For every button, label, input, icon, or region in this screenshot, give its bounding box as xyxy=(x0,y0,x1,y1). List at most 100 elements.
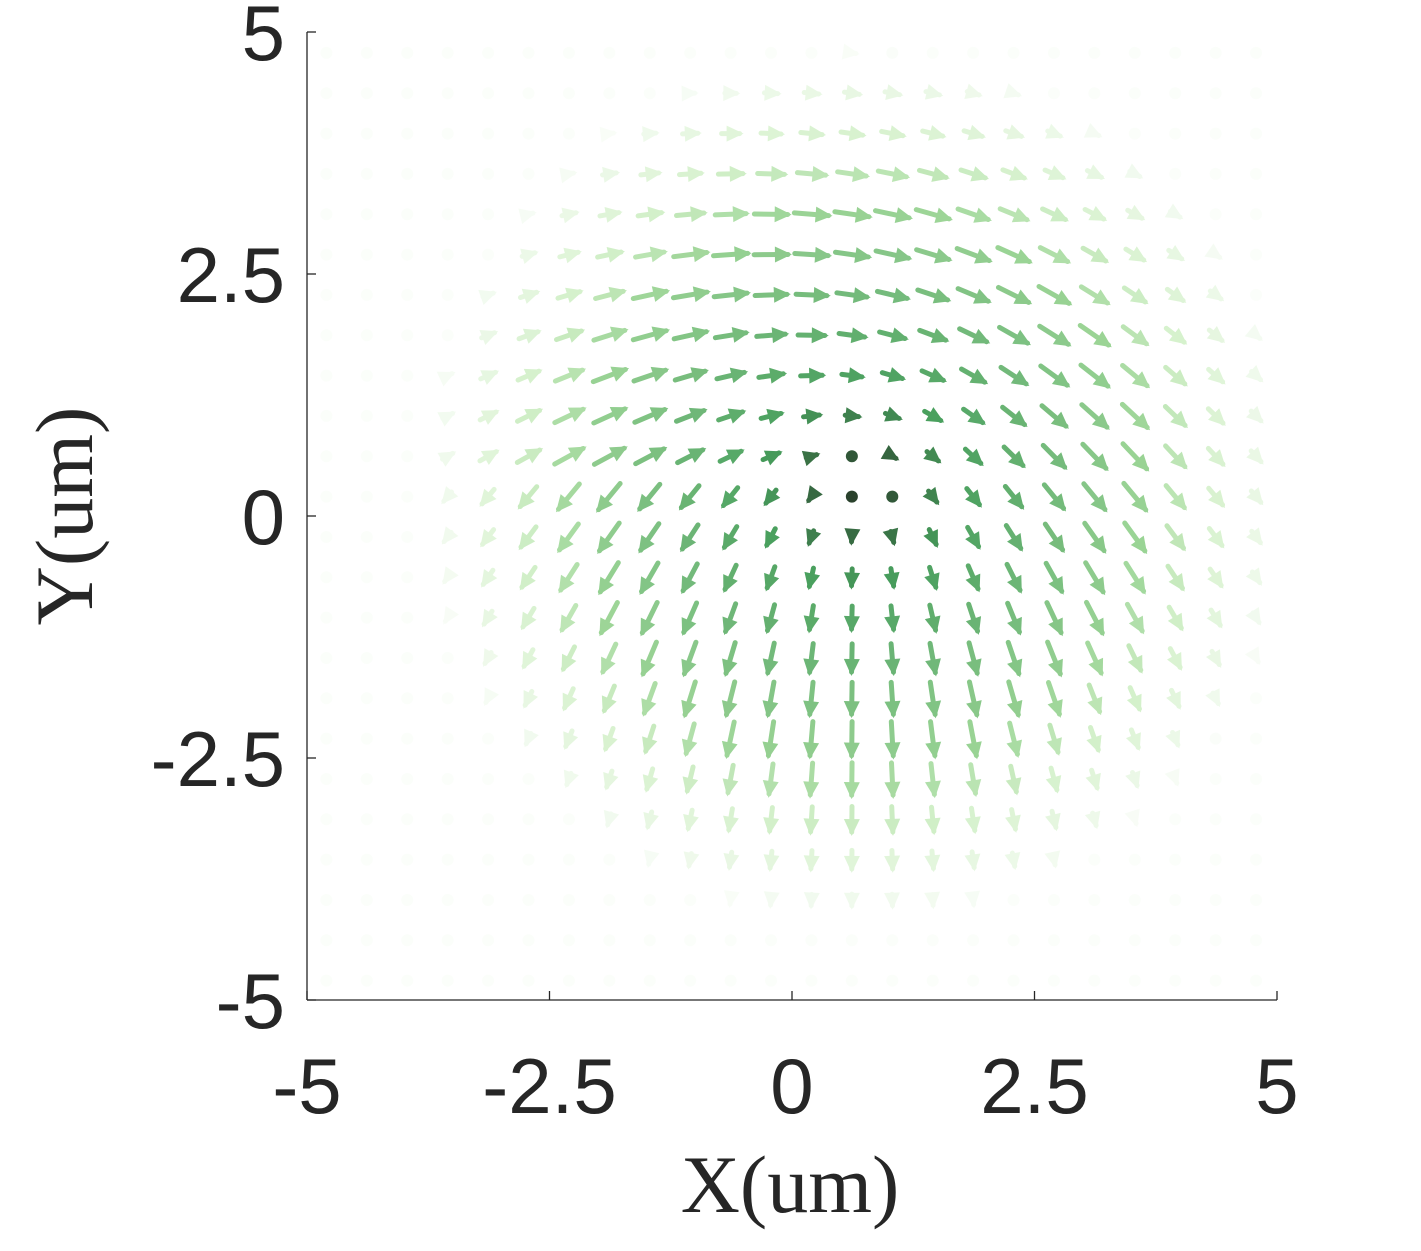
quiver-arrow xyxy=(917,327,950,344)
quiver-arrow xyxy=(401,813,414,826)
quiver-arrow xyxy=(1004,850,1021,871)
quiver-arrow xyxy=(1037,245,1072,265)
quiver-arrow xyxy=(882,406,903,422)
quiver-arrow xyxy=(723,890,740,909)
quiver-arrow xyxy=(882,84,904,101)
quiver-arrow xyxy=(1209,732,1222,745)
quiver-arrow xyxy=(1246,527,1263,546)
quiver-arrow xyxy=(762,761,779,798)
quiver-arrow xyxy=(919,367,947,383)
quiver-arrow xyxy=(1007,46,1020,59)
quiver-arrow xyxy=(401,450,414,463)
quiver-arrow xyxy=(1250,732,1263,745)
quiver-arrow xyxy=(845,450,858,463)
quiver-arrow xyxy=(1119,401,1151,431)
quiver-arrow xyxy=(591,406,629,426)
quiver-arrow xyxy=(441,732,454,745)
quiver-arrow xyxy=(320,974,333,987)
quiver-arrow xyxy=(1250,974,1263,987)
quiver-arrow xyxy=(477,449,500,466)
quiver-arrow xyxy=(479,330,499,345)
quiver-arrow xyxy=(401,288,414,301)
quiver-arrow xyxy=(841,43,860,60)
quiver-arrow xyxy=(1123,246,1148,263)
quiver-arrow xyxy=(884,679,901,719)
x-tick-label: -5 xyxy=(272,1042,341,1130)
quiver-arrow xyxy=(711,246,752,263)
quiver-arrow xyxy=(883,566,900,590)
quiver-arrow xyxy=(843,891,860,910)
quiver-arrow xyxy=(320,934,333,947)
quiver-arrow xyxy=(602,725,618,753)
quiver-arrow xyxy=(806,485,823,504)
quiver-arrow xyxy=(555,287,584,304)
quiver-arrow xyxy=(401,87,414,100)
quiver-arrow xyxy=(482,853,495,866)
quiver-arrow xyxy=(872,207,913,223)
quiver-arrow xyxy=(955,286,992,304)
quiver-arrow xyxy=(595,246,625,263)
quiver-arrow xyxy=(925,719,942,760)
quiver-arrow xyxy=(603,768,619,791)
quiver-arrow xyxy=(360,127,373,140)
quiver-arrow xyxy=(715,165,747,182)
quiver-arrow xyxy=(519,564,538,591)
quiver-arrow xyxy=(763,848,780,872)
quiver-arrow xyxy=(360,692,373,705)
quiver-arrow xyxy=(1244,323,1263,342)
quiver-arrow xyxy=(959,366,989,385)
quiver-arrow xyxy=(635,206,666,223)
quiver-arrow xyxy=(1003,83,1023,99)
quiver-arrow xyxy=(843,603,860,634)
quiver-arrow xyxy=(560,644,577,673)
quiver-arrow xyxy=(803,603,820,634)
quiver-arrow xyxy=(441,486,459,505)
quiver-arrow xyxy=(880,444,900,461)
quiver-arrow xyxy=(957,326,991,345)
x-tick-label: 5 xyxy=(1255,1042,1298,1130)
quiver-arrow xyxy=(1038,363,1071,388)
quiver-arrow xyxy=(596,520,622,555)
quiver-arrow xyxy=(842,407,863,424)
quiver-arrow xyxy=(591,445,628,467)
quiver-arrow xyxy=(437,450,457,467)
quiver-arrow xyxy=(1124,163,1144,179)
quiver-arrow xyxy=(1047,893,1060,906)
quiver-arrow xyxy=(1250,127,1263,140)
quiver-arrow xyxy=(841,84,864,101)
quiver-arrow xyxy=(480,527,497,548)
quiver-arrow xyxy=(1166,687,1182,710)
quiver-arrow xyxy=(401,651,414,664)
quiver-arrow xyxy=(671,246,711,263)
quiver-arrow xyxy=(1007,893,1020,906)
quiver-arrow xyxy=(320,167,333,180)
quiver-arrow xyxy=(401,772,414,785)
quiver-arrow xyxy=(752,286,791,303)
quiver-arrow xyxy=(998,364,1030,387)
quiver-arrow xyxy=(965,762,982,798)
quiver-arrow xyxy=(320,329,333,342)
quiver-arrow xyxy=(762,679,779,719)
quiver-arrow xyxy=(441,208,454,221)
quiver-arrow xyxy=(603,934,616,947)
quiver-arrow xyxy=(360,651,373,664)
quiver-arrow xyxy=(320,369,333,382)
quiver-arrow xyxy=(522,974,535,987)
quiver-arrow xyxy=(1003,124,1026,140)
quiver-arrow xyxy=(954,246,993,264)
quiver-arrow xyxy=(964,849,981,872)
quiver-arrow xyxy=(671,326,711,343)
quiver-arrow xyxy=(320,893,333,906)
quiver-arrow xyxy=(1250,853,1263,866)
quiver-arrow xyxy=(1083,122,1103,139)
quiver-arrow xyxy=(1085,640,1104,677)
quiver-arrow xyxy=(562,974,575,987)
quiver-arrow xyxy=(922,407,945,423)
quiver-arrow xyxy=(562,893,575,906)
quiver-arrow xyxy=(1004,561,1023,594)
quiver-arrow xyxy=(798,367,827,384)
quiver-arrow xyxy=(1165,729,1181,749)
quiver-arrow xyxy=(763,487,781,507)
quiver-arrow xyxy=(518,524,539,551)
quiver-arrow xyxy=(516,328,542,344)
